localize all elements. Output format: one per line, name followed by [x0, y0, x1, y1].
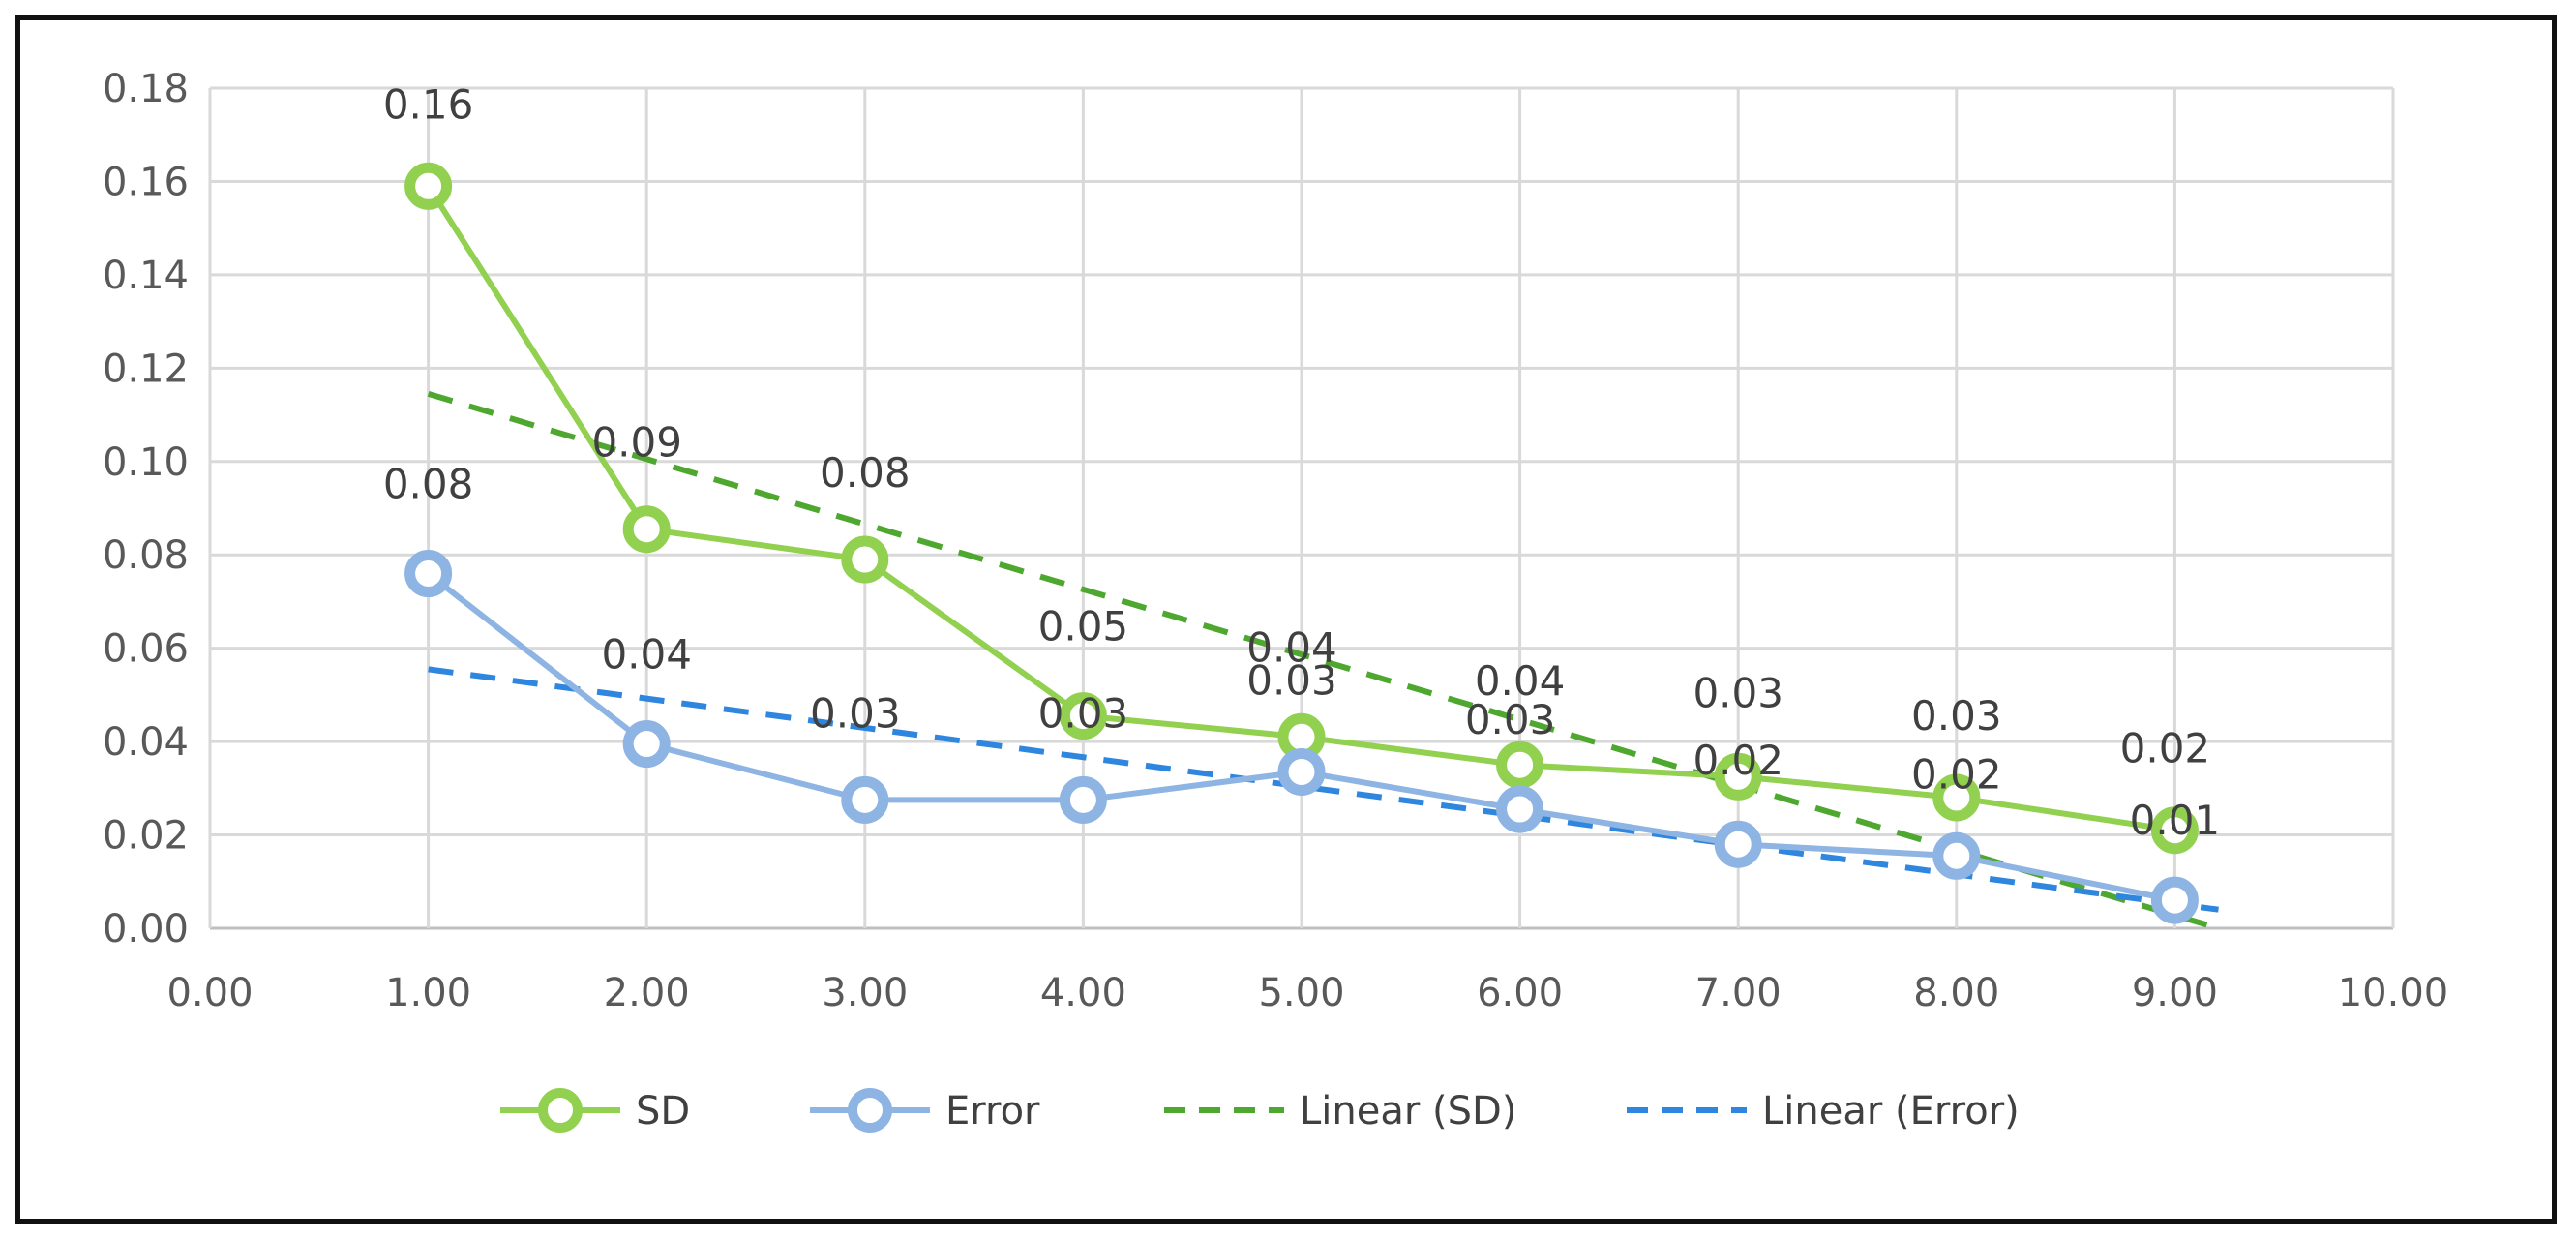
data-label-sd: 0.04: [1475, 657, 1566, 705]
legend-item-error-marker: [848, 1088, 892, 1133]
trendline-error: [428, 666, 2219, 913]
data-label-sd: 0.08: [820, 449, 911, 497]
x-axis-tick-labels: 0.00 1.00 2.00 3.00 4.00 5.00 6.00 7.00 8.00 9.00…: [166, 971, 2448, 1015]
y-tick-label: 0.14: [103, 254, 189, 298]
data-point-sd: [1714, 752, 1762, 801]
data-point-sd: [1496, 740, 1544, 789]
x-tick-label: 8.00: [1913, 971, 1999, 1015]
legend-item-sd-marker: [538, 1088, 583, 1133]
data-point-error: [622, 720, 671, 769]
data-point-error: [841, 775, 889, 824]
x-tick-label: 4.00: [1040, 971, 1126, 1015]
x-tick-label: 2.00: [604, 971, 690, 1015]
chart-frame: 0.00 0.02 0.04 0.06 0.08 0.10 0.12 0.14 0.16 0.18…: [15, 15, 2557, 1224]
y-axis-tick-labels: 0.00 0.02 0.04 0.06 0.08 0.10 0.12 0.14 0.16 0.18: [103, 67, 189, 952]
data-label-sd: 0.04: [1246, 623, 1337, 671]
data-label-error: 0.03: [810, 689, 901, 737]
data-point-sd: [622, 505, 671, 554]
data-label-sd: 0.05: [1038, 603, 1129, 650]
data-label-error: 0.02: [1692, 737, 1783, 784]
y-tick-label: 0.04: [103, 720, 189, 765]
data-point-error: [1277, 747, 1326, 796]
data-label-error: 0.03: [1038, 689, 1129, 737]
data-label-error: 0.08: [383, 461, 474, 508]
data-point-error: [404, 550, 453, 598]
data-series: [404, 162, 2199, 924]
data-point-sd: [841, 535, 889, 584]
data-label-error: 0.03: [1246, 656, 1337, 704]
data-point-error: [1496, 785, 1544, 833]
data-point-error: [1932, 831, 1981, 880]
data-point-error: [1714, 820, 1762, 868]
y-tick-label: 0.08: [103, 533, 189, 578]
data-labels: 0.160.090.080.05 0.040.04 0.03 0.030.020.08…: [383, 80, 2220, 844]
data-label-error: 0.03: [1465, 696, 1556, 743]
data-label-error: 0.02: [1911, 750, 2002, 798]
legend-item-error-label: Error: [945, 1089, 1040, 1133]
data-point-sd: [2150, 806, 2199, 855]
trendlines: [427, 390, 2220, 931]
y-tick-label: 0.02: [103, 814, 189, 859]
x-tick-label: 10.00: [2338, 971, 2449, 1015]
data-label-error: 0.04: [601, 631, 692, 679]
y-tick-label: 0.12: [103, 347, 189, 391]
x-tick-label: 5.00: [1258, 971, 1344, 1015]
x-tick-label: 1.00: [385, 971, 471, 1015]
data-label-sd: 0.03: [1911, 692, 2002, 740]
data-point-sd: [404, 162, 453, 210]
grid-lines: [208, 86, 2395, 930]
y-tick-label: 0.10: [103, 440, 189, 485]
data-label-sd: 0.02: [2120, 725, 2211, 772]
data-label-sd: 0.09: [591, 419, 682, 467]
line-chart: 0.00 0.02 0.04 0.06 0.08 0.10 0.12 0.14 0.16 0.18…: [103, 67, 2448, 1133]
data-point-error: [2150, 876, 2199, 924]
data-label-sd: 0.03: [1692, 669, 1783, 716]
data-point-sd: [1932, 773, 1981, 822]
data-label-error: 0.01: [2130, 797, 2221, 844]
data-point-sd: [1059, 692, 1107, 740]
y-tick-label: 0.18: [103, 67, 189, 111]
x-tick-label: 3.00: [822, 971, 908, 1015]
y-tick-label: 0.00: [103, 907, 189, 952]
data-point-error: [1059, 775, 1107, 824]
x-tick-label: 0.00: [166, 971, 253, 1015]
legend-item-linear-sd-label: Linear (SD): [1300, 1089, 1516, 1133]
x-tick-label: 6.00: [1477, 971, 1563, 1015]
trendline-sd: [427, 390, 2220, 931]
legend: SD Error Linear (SD) Linear (Error): [500, 1088, 2020, 1133]
x-tick-label: 7.00: [1695, 971, 1782, 1015]
y-tick-label: 0.06: [103, 627, 189, 672]
legend-item-linear-error-label: Linear (Error): [1762, 1089, 2020, 1133]
x-tick-label: 9.00: [2132, 971, 2218, 1015]
y-tick-label: 0.16: [103, 160, 189, 204]
legend-item-sd-label: SD: [636, 1089, 690, 1133]
data-label-sd: 0.16: [383, 80, 474, 128]
